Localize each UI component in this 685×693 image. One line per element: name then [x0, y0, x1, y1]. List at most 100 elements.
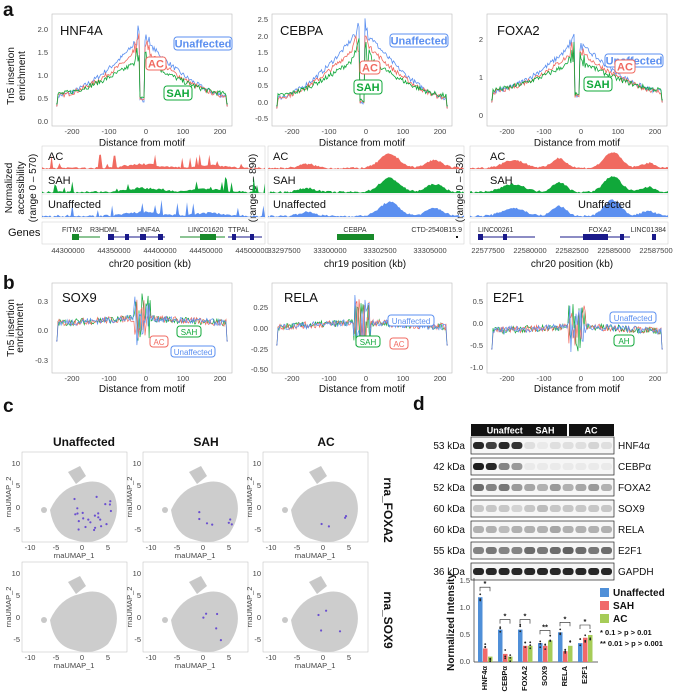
umap-point [73, 497, 76, 501]
ytick: 2 [479, 35, 483, 44]
umap-point [93, 528, 96, 532]
blot-protein-label: HNF4α [618, 441, 650, 452]
gene-name: FOXA2 [589, 227, 612, 234]
blot-band [575, 484, 587, 491]
xtick: 200 [649, 374, 662, 383]
umap-cluster [171, 591, 238, 652]
umap-point [202, 616, 205, 619]
track-label-sah: SAH [48, 175, 71, 187]
umap-xtick: -10 [146, 653, 157, 662]
ytick: -0.50 [251, 365, 268, 374]
umap-point [94, 526, 97, 529]
blot-row: 60 kDa RELA [433, 520, 644, 539]
blot-band [549, 463, 561, 470]
umap-cluster [291, 591, 358, 652]
ytick: 1.5 [258, 48, 268, 57]
legend-ac: AC [362, 63, 378, 75]
track-label-ac: AC [273, 151, 288, 163]
umap-point [198, 510, 201, 514]
track-label-ac: AC [48, 151, 63, 163]
blot-strip [470, 499, 615, 518]
sig-star: * [584, 617, 587, 626]
umap-xtick: 0 [80, 543, 84, 552]
umap-point [215, 627, 218, 630]
group-header-label: Unaffected [487, 426, 534, 436]
footprint-title: E2F1 [493, 290, 524, 305]
xtick: 22587500 [639, 246, 672, 255]
bar-dot [524, 646, 527, 648]
bar-dot [509, 654, 512, 656]
panel-b-ylabel-1: Tn5 insertion [6, 299, 17, 357]
footprint-title: CEBPA [280, 23, 323, 38]
blot-band [485, 568, 497, 575]
legend-label: SAH [613, 601, 634, 612]
ytick: 0.5 [473, 297, 483, 306]
footprint-line-unaffected [56, 25, 228, 107]
xlabel: Distance from motif [319, 138, 405, 149]
blot-kda-label: 60 kDa [433, 504, 465, 515]
xtick: 44350000 [97, 246, 130, 255]
gene-name: LINC01620 [188, 227, 224, 234]
legend-unaffected: Unaffected [174, 348, 213, 357]
blot-band [575, 547, 587, 554]
umap-point [219, 639, 222, 642]
blot-band [575, 505, 587, 512]
umap-xtick: 0 [321, 653, 325, 662]
blot-band [537, 568, 548, 575]
bar-dot [559, 628, 562, 631]
ytick: -0.3 [35, 356, 48, 365]
bar [588, 635, 593, 662]
coverage-area-unaffected [470, 199, 668, 217]
umap-point [74, 513, 77, 516]
gene-exon [620, 234, 624, 240]
gene-exon [140, 234, 146, 240]
blot-kda-label: 36 kDa [433, 567, 465, 578]
legend-box [170, 345, 216, 358]
gene-exon [478, 234, 483, 240]
umap-cluster [68, 466, 86, 484]
umap-point [97, 512, 100, 515]
track-column-2: AC SAH Unaffected LINC00261 FOXA2 LINC01… [469, 145, 673, 270]
bar-dot [589, 638, 592, 641]
footprint-plot-sox9: SOX9 0.3 0.0 -0.3 -200 -100 0 100 200 Di… [35, 282, 233, 395]
umap-point [317, 613, 320, 617]
blot-band [562, 442, 574, 449]
track-label-unaffected: Unaffected [48, 199, 101, 211]
umap-ytick: -5 [13, 635, 20, 644]
blot-band [588, 505, 600, 512]
legend-unaffected-box [389, 33, 449, 48]
bar-dot [529, 641, 532, 644]
blot-row: 60 kDa SOX9 [433, 499, 645, 518]
gene-exon [583, 234, 608, 240]
footprint-lines [56, 293, 228, 346]
footprint-line-sah [276, 38, 448, 107]
blot-strip [470, 457, 615, 476]
bar-category-label: RELA [560, 665, 569, 686]
bar-dot [499, 626, 502, 628]
blot-band [562, 505, 574, 512]
panel-a-ylabel-1: Tn5 insertion [6, 47, 17, 105]
bar-dot [504, 649, 507, 651]
track-label-sah: SAH [273, 175, 296, 187]
umap-ytick: 0 [137, 613, 141, 622]
ytick: 0.00 [253, 324, 268, 333]
umap-xlabel: rnaUMAP_1 [175, 661, 216, 670]
umap-cluster [41, 617, 47, 623]
ytick: 0.25 [253, 303, 268, 312]
umap-ytick: -5 [134, 635, 141, 644]
umap-ytick: 0 [16, 613, 20, 622]
bar-dot [524, 641, 527, 644]
bar-dot [539, 646, 542, 649]
bar-dot [569, 640, 572, 643]
bar-dot [499, 627, 502, 630]
bar [563, 651, 568, 662]
blot-band [562, 547, 574, 554]
xtick: 33305000 [413, 246, 446, 255]
plot-frame [51, 282, 233, 374]
umap-point [104, 503, 107, 506]
group-header-label: AC [585, 426, 598, 436]
blot-band [473, 526, 484, 533]
legend-sah-box [583, 76, 613, 92]
plot-frame [486, 282, 668, 374]
